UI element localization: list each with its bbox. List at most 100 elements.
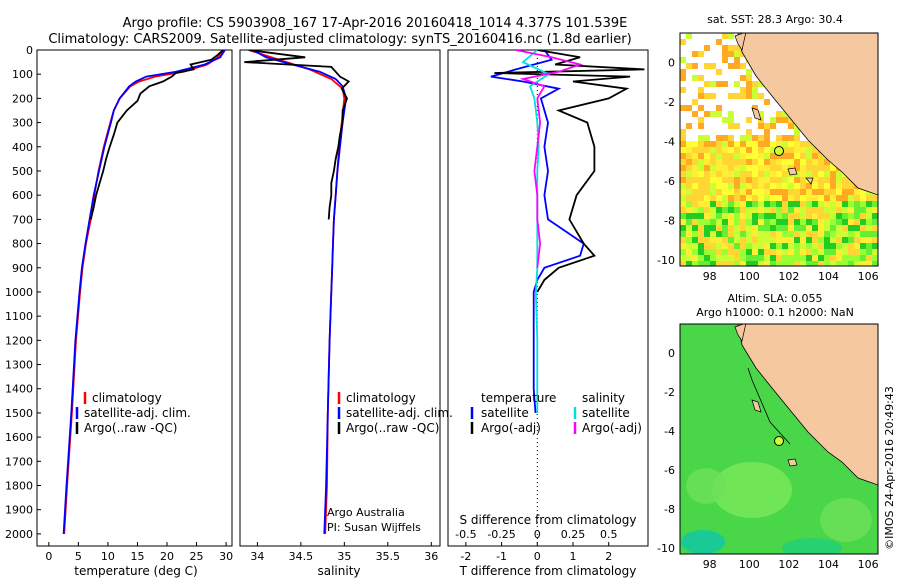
sla-blob	[686, 468, 726, 504]
sst-cell	[698, 75, 704, 81]
sst-cell	[692, 63, 698, 69]
sst-cell	[740, 189, 746, 195]
sst-cell	[704, 255, 710, 261]
salinity-plot-area	[244, 50, 351, 534]
sst-cell	[770, 141, 776, 147]
sst-cell	[728, 33, 734, 39]
sst-cell	[698, 117, 704, 123]
sst-cell	[692, 75, 698, 81]
map-y-tick-label: -2	[664, 96, 675, 109]
sst-cell	[872, 207, 878, 213]
sst-cell	[794, 237, 800, 243]
sst-cell	[830, 219, 836, 225]
sst-cell	[854, 255, 860, 261]
sst-cell	[734, 81, 740, 87]
sst-cell	[776, 141, 782, 147]
sst-cell	[746, 261, 752, 266]
sst-cell	[794, 255, 800, 261]
sst-cell	[686, 177, 692, 183]
sst-cell	[866, 225, 872, 231]
sst-cell	[872, 213, 878, 219]
sst-cell	[698, 219, 704, 225]
sst-cell	[728, 195, 734, 201]
argo-location-marker	[774, 146, 784, 156]
sst-cell	[830, 237, 836, 243]
sst-cell	[776, 201, 782, 207]
sst-cell	[824, 171, 830, 177]
sst-cell	[716, 69, 722, 75]
sst-cell	[788, 195, 794, 201]
sst-cell	[704, 207, 710, 213]
sst-cell	[692, 225, 698, 231]
sst-cell	[740, 63, 746, 69]
sst-cell	[698, 135, 704, 141]
sst-cell	[782, 177, 788, 183]
sst-cell	[818, 189, 824, 195]
sst-cell	[806, 195, 812, 201]
s-tick-label: 0	[534, 528, 541, 541]
sst-cell	[764, 135, 770, 141]
sst-cell	[686, 123, 692, 129]
sst-cell	[710, 249, 716, 255]
sst-cell	[782, 159, 788, 165]
sst-cell	[758, 261, 764, 266]
sst-cell	[776, 171, 782, 177]
sst-cell	[704, 147, 710, 153]
sst-cell	[764, 219, 770, 225]
sst-cell	[806, 147, 812, 153]
sst-cell	[860, 219, 866, 225]
sst-cell	[836, 171, 842, 177]
sst-cell	[740, 243, 746, 249]
sst-cell	[812, 159, 818, 165]
sst-cell	[722, 189, 728, 195]
sst-cell	[734, 207, 740, 213]
sst-cell	[800, 153, 806, 159]
imos-credit: ©IMOS 24-Apr-2016 20:49:43	[883, 386, 896, 550]
sst-cell	[758, 177, 764, 183]
sst-cell	[824, 237, 830, 243]
x-tick-label: 20	[160, 550, 174, 563]
sst-cell	[746, 165, 752, 171]
sst-cell	[758, 159, 764, 165]
sst-cell	[746, 219, 752, 225]
x-tick-label: -1	[496, 550, 507, 563]
sst-cell	[698, 255, 704, 261]
sst-cell	[788, 243, 794, 249]
sst-cell	[686, 249, 692, 255]
sst-cell	[800, 159, 806, 165]
sst-cell	[770, 165, 776, 171]
sst-cell	[782, 195, 788, 201]
sst-cell	[758, 189, 764, 195]
sst-cell	[770, 201, 776, 207]
island	[787, 167, 798, 176]
sst-cell	[788, 189, 794, 195]
sst-cell	[866, 207, 872, 213]
sst-cell	[734, 141, 740, 147]
sla-map-frame	[679, 323, 879, 555]
depth-tick-label: 900	[12, 262, 33, 275]
sst-cell	[704, 177, 710, 183]
series-line-temperature-satellite	[490, 50, 585, 413]
sst-cell	[686, 183, 692, 189]
sst-cell	[698, 213, 704, 219]
x-tick-label: 35	[337, 550, 351, 563]
sst-cell	[842, 189, 848, 195]
sst-cell	[728, 63, 734, 69]
sst-cell	[680, 105, 686, 111]
sst-cell	[836, 249, 842, 255]
sst-cell	[692, 261, 698, 266]
map-y-tick-label: 0	[668, 347, 675, 360]
sst-cell	[752, 201, 758, 207]
sst-cell	[770, 243, 776, 249]
sst-cell	[728, 171, 734, 177]
sst-cell	[830, 255, 836, 261]
sst-cell	[752, 189, 758, 195]
sst-cell	[758, 195, 764, 201]
sst-cell	[824, 201, 830, 207]
map-x-tick-label: 106	[858, 270, 879, 283]
sst-cell	[722, 195, 728, 201]
island	[787, 458, 798, 467]
sst-cell	[770, 123, 776, 129]
sst-cell	[746, 75, 752, 81]
sst-cell	[776, 165, 782, 171]
